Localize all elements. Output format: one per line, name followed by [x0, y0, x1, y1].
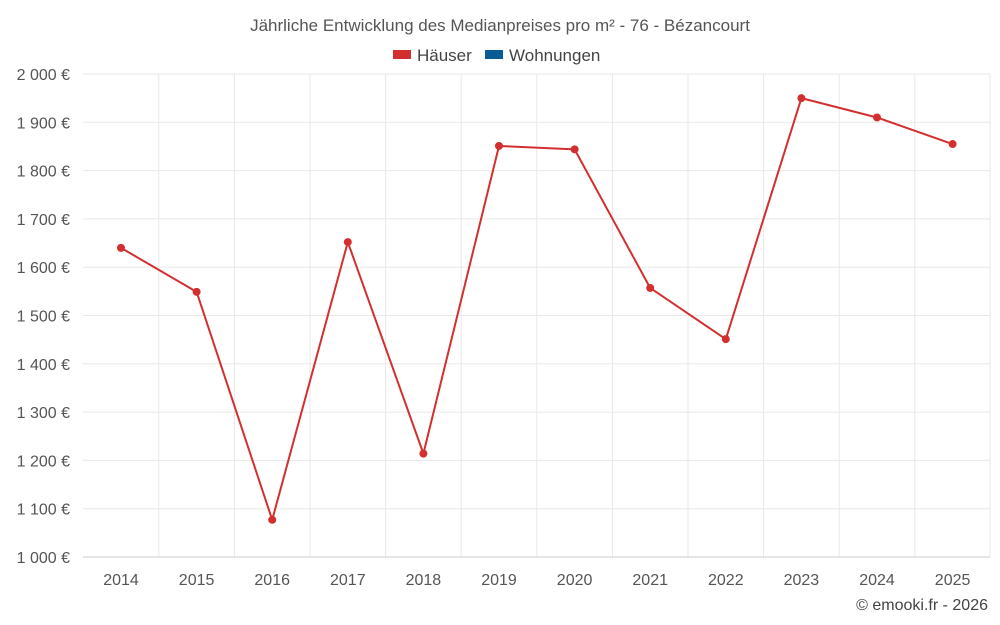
data-point[interactable] — [495, 141, 503, 150]
y-tick-label: 1 700 € — [17, 212, 70, 229]
x-tick-label: 2022 — [708, 572, 744, 589]
data-point[interactable] — [268, 515, 277, 524]
y-tick-label: 1 300 € — [17, 405, 70, 422]
x-axis-tick-labels: 2014 2015 2016 2017 2018 2019 2020 2021 2022 2023… — [103, 572, 970, 589]
data-point[interactable] — [117, 243, 125, 252]
y-tick-label: 1 000 € — [17, 550, 70, 567]
data-point[interactable] — [646, 283, 655, 292]
x-tick-label: 2016 — [254, 572, 290, 589]
x-tick-label: 2017 — [330, 572, 366, 589]
y-axis-tick-labels: 1 000 € 1 100 € 1 200 € 1 300 € 1 400 € 1 500… — [17, 67, 70, 567]
y-tick-label: 1 600 € — [17, 260, 70, 277]
legend-item-wohnungen[interactable]: Wohnungen — [485, 46, 600, 65]
data-point[interactable] — [570, 145, 579, 154]
data-point[interactable] — [948, 140, 957, 149]
x-tick-label: 2015 — [179, 572, 215, 589]
x-tick-label: 2023 — [784, 572, 820, 589]
x-tick-label: 2025 — [935, 572, 971, 589]
data-point[interactable] — [721, 335, 730, 344]
legend-swatch-wohnungen — [485, 50, 503, 59]
x-tick-label: 2024 — [859, 572, 895, 589]
x-tick-label: 2018 — [406, 572, 442, 589]
series-lines — [120, 97, 953, 521]
x-tick-label: 2019 — [481, 572, 517, 589]
credit-text: © emooki.fr - 2026 — [856, 597, 988, 614]
y-tick-label: 1 100 € — [17, 502, 70, 519]
data-point[interactable] — [343, 238, 352, 247]
legend-item-haeuser[interactable]: Häuser — [393, 46, 472, 65]
y-tick-label: 1 500 € — [17, 309, 70, 326]
y-tick-label: 1 200 € — [17, 453, 70, 470]
x-tick-label: 2020 — [557, 572, 593, 589]
y-tick-label: 1 800 € — [17, 164, 70, 181]
chart-title: Jährliche Entwicklung des Medianpreises … — [250, 16, 750, 35]
x-gridlines — [158, 74, 991, 557]
y-tick-label: 1 400 € — [17, 357, 70, 374]
x-tick-label: 2021 — [632, 572, 668, 589]
series-points — [117, 94, 957, 524]
legend-label-wohnungen: Wohnungen — [509, 46, 600, 65]
data-point[interactable] — [873, 113, 881, 122]
data-point[interactable] — [192, 287, 201, 296]
series-line — [120, 97, 953, 521]
y-tick-label: 1 900 € — [17, 115, 70, 132]
legend-swatch-haeuser — [393, 50, 411, 59]
y-tick-label: 2 000 € — [17, 67, 70, 84]
legend[interactable]: Häuser Wohnungen — [393, 46, 600, 65]
x-tick-label: 2014 — [103, 572, 139, 589]
legend-label-haeuser: Häuser — [417, 46, 472, 65]
data-point[interactable] — [419, 449, 428, 458]
data-point[interactable] — [797, 94, 806, 103]
